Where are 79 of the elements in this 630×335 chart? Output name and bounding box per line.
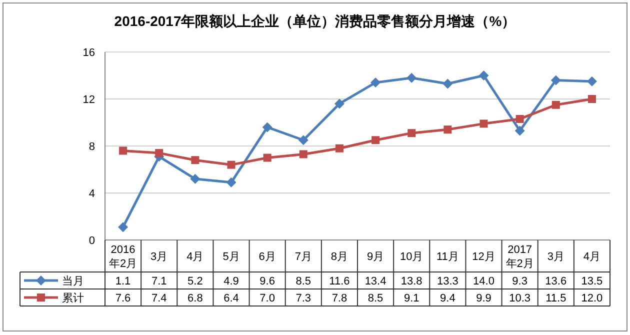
data-label: 8.5	[368, 292, 384, 304]
point	[586, 76, 597, 86]
data-label: 7.6	[115, 292, 131, 304]
x-tick-label: 4月	[186, 251, 204, 263]
data-label: 9.6	[260, 276, 275, 288]
x-tick-label: 8月	[330, 251, 348, 263]
data-label: 7.8	[332, 292, 348, 304]
x-tick-label: 11月	[436, 251, 459, 263]
point	[444, 126, 452, 134]
point	[299, 150, 308, 158]
point	[516, 114, 524, 123]
data-label: 13.6	[545, 276, 567, 288]
point	[226, 177, 236, 188]
point	[478, 70, 489, 80]
x-tick-label: 6月	[258, 251, 276, 263]
data-label: 11.6	[329, 276, 350, 288]
x-tick-label: 2016 年2月	[108, 244, 138, 270]
point	[552, 100, 560, 109]
data-label: 9.9	[476, 292, 492, 304]
y-tick-label: 4	[88, 188, 95, 200]
data-label: 5.2	[188, 276, 203, 288]
chart-title: 2016-2017年限额以上企业（单位）消费品零售额分月增速（%）	[114, 13, 516, 29]
point	[263, 154, 272, 162]
legend-label: 当月	[62, 276, 84, 288]
point	[372, 136, 380, 144]
x-tick-label: 5月	[222, 251, 240, 263]
data-label: 7.1	[151, 276, 167, 288]
data-label: 8.5	[296, 276, 312, 288]
legend-label: 累计	[62, 292, 84, 304]
x-tick-label: 3月	[150, 251, 168, 263]
point	[514, 126, 525, 136]
legend: 当月	[24, 276, 84, 288]
x-tick-label: 12月	[472, 251, 496, 263]
data-label: 14.0	[473, 276, 494, 288]
point	[262, 122, 272, 132]
point	[227, 160, 236, 169]
x-tick-label: 2017 年2月	[506, 244, 534, 270]
data-label: 13.5	[581, 276, 603, 288]
data-label: 1.1	[115, 276, 131, 288]
point	[408, 129, 416, 138]
data-label: 6.8	[188, 292, 203, 304]
y-tick-label: 12	[82, 94, 95, 106]
data-label: 4.9	[224, 276, 239, 288]
point	[298, 135, 308, 146]
data-label: 13.8	[400, 276, 422, 288]
legend: 累计	[24, 292, 84, 304]
data-label: 10.3	[509, 292, 531, 304]
x-tick-label: 3月	[547, 251, 564, 263]
point	[118, 222, 128, 232]
point	[588, 95, 596, 103]
point	[190, 174, 200, 184]
x-tick-label: 7月	[294, 251, 312, 263]
point	[480, 120, 488, 128]
data-label: 9.3	[512, 276, 528, 288]
data-label: 6.4	[224, 292, 239, 304]
point	[550, 75, 561, 86]
data-label: 7.3	[296, 292, 312, 304]
data-label: 7.0	[260, 292, 275, 304]
point	[191, 156, 200, 164]
y-tick-label: 8	[88, 141, 95, 153]
point	[406, 72, 417, 83]
y-tick-label: 16	[82, 47, 95, 59]
point	[334, 98, 344, 109]
x-tick-label: 9月	[366, 251, 384, 263]
x-tick-label: 4月	[583, 251, 601, 263]
data-label: 7.4	[151, 292, 167, 304]
data-label: 13.4	[364, 276, 386, 288]
x-tick-label: 10月	[400, 251, 424, 263]
data-label: 11.5	[546, 292, 566, 304]
data-label: 9.4	[440, 292, 456, 304]
point	[155, 149, 164, 158]
point	[442, 78, 453, 89]
data-label: 13.3	[436, 276, 458, 288]
y-tick-label: 0	[88, 235, 95, 247]
point	[119, 146, 128, 155]
point	[335, 144, 344, 152]
data-label: 12.0	[581, 292, 603, 304]
point	[370, 78, 381, 88]
data-label: 9.1	[404, 292, 420, 304]
